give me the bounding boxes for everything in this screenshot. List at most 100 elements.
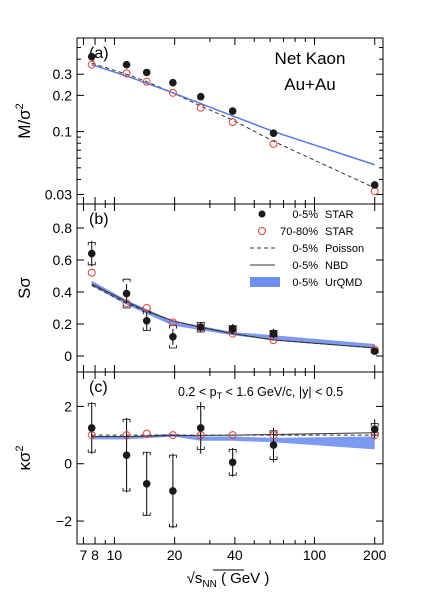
panel-b-line-0-5-poisson	[91, 285, 375, 349]
panel-c-point-central	[169, 487, 177, 495]
panel-b-point-central	[228, 325, 237, 333]
panel-a-point-central	[122, 60, 131, 69]
legend-label: NBD	[325, 260, 348, 272]
legend-centrality: 0-5%	[292, 209, 318, 221]
panel-c-point-central	[122, 451, 131, 459]
panel-b-point-peripheral	[168, 318, 177, 327]
legend-centrality: 70-80%	[280, 226, 318, 238]
panel-c-point-peripheral	[122, 431, 131, 440]
x-tick-label: 200	[363, 547, 387, 563]
x-tick-label: 10	[107, 547, 123, 563]
panel-b-point-central	[370, 347, 379, 356]
panel-c-ytick-label: 2	[64, 398, 72, 414]
panel-c-point-central	[370, 425, 379, 434]
annotation-main: 0.2 < p	[178, 385, 217, 399]
panel-a-ylabel-sup: 2	[14, 103, 26, 109]
panel-b-sys-bracket	[87, 242, 96, 266]
panel-a-ytick-label: 0.2	[53, 87, 73, 103]
panel-c-sys-bracket	[142, 451, 151, 516]
panel-a-point-peripheral	[168, 88, 177, 97]
panel-a-ytick-label: 0.03	[45, 186, 72, 202]
panel-b-point-central	[142, 317, 151, 325]
panel-b-point-central	[87, 249, 96, 258]
panel-c-point-central	[142, 480, 151, 488]
x-axis-label-s: s	[195, 570, 203, 587]
legend-marker-urqmd	[250, 277, 280, 287]
panel-a-line-0-5-poisson	[91, 62, 375, 189]
x-tick-label: 20	[167, 547, 183, 563]
panel-c-point-central	[196, 424, 205, 432]
panel-b-ytick-label: 0.4	[53, 284, 73, 300]
panel-b-letter: (b)	[89, 211, 109, 228]
panel-c-ylabel: κσ2	[14, 446, 34, 471]
panel-b-ytick-label: 0.6	[53, 252, 73, 268]
panel-a-ytick-label: 0.3	[53, 66, 73, 82]
panel-a-point-peripheral	[228, 118, 237, 127]
annotation-sub: T	[217, 391, 223, 401]
x-axis-label-unit: ( GeV )	[217, 570, 270, 587]
panel-b-ylabel-main: Sσ	[15, 277, 34, 299]
x-tick-label: 100	[303, 547, 327, 563]
legend-centrality: 0-5%	[292, 277, 318, 289]
panel-a-point-peripheral	[196, 103, 205, 112]
panel-c-point-peripheral	[269, 431, 278, 440]
panel-c-sys-bracket	[228, 449, 237, 476]
panel-a-ylabel-main: M/σ	[15, 109, 34, 139]
panel-a-point-peripheral	[142, 77, 151, 86]
panel-b-ytick-label: 0.2	[53, 316, 73, 332]
panel-b-ytick-label: 0	[64, 348, 72, 364]
legend-marker-central	[258, 210, 266, 218]
panel-c-sys-bracket	[269, 430, 278, 460]
panel-c-point-peripheral	[168, 431, 177, 440]
panel-b-ylabel: Sσ	[15, 277, 34, 299]
panel-c-point-central	[269, 441, 278, 449]
panel-c-urqmd-band	[91, 433, 375, 450]
panel-b-point-central	[269, 329, 278, 338]
panel-b-point-peripheral	[87, 268, 96, 277]
panel-c-point-central	[87, 424, 96, 432]
panel-a-point-central	[370, 181, 379, 189]
legend-label: STAR	[325, 209, 354, 221]
panel-c-line-0-5-nbd	[91, 432, 375, 437]
legend-label: UrQMD	[325, 277, 362, 289]
panel-a-point-peripheral	[122, 69, 131, 78]
panel-c-ytick-label: −2	[56, 513, 72, 529]
panel-a-point-peripheral	[87, 60, 96, 69]
panel-b-point-central	[169, 333, 177, 341]
panel-c-sys-bracket	[168, 454, 177, 528]
panel-a-point-central	[269, 129, 278, 137]
x-tick-label: 7	[80, 547, 88, 563]
x-axis-label-sub: NN	[202, 579, 216, 590]
panel-c-sys-bracket	[196, 406, 205, 450]
panel-b: 0 0.2 0.4 0.6 0.8 Sσ (b) 0-5% STAR 70-80% STAR 0-5%…	[15, 203, 384, 373]
panel-c-annotation: 0.2 < pT < 1.6 GeV/c, |y| < 0.5	[178, 385, 343, 401]
panel-c-point-peripheral	[228, 431, 237, 440]
panel-a-subtitle: Au+Au	[284, 75, 336, 94]
legend-label: Poisson	[325, 243, 364, 255]
legend-centrality: 0-5%	[292, 260, 318, 272]
panel-c-sys-bracket	[122, 418, 131, 492]
x-axis: 7 8 10 20 40 100 200	[80, 547, 387, 571]
panel-b-point-peripheral	[142, 304, 151, 312]
panel-c-ytick-label: 0	[64, 456, 72, 472]
x-axis-label: √sNN ( GeV )	[187, 570, 270, 590]
panel-a-point-central	[142, 68, 151, 77]
panel-b-point-peripheral	[122, 299, 131, 308]
panel-a-ylabel: M/σ2	[14, 103, 34, 139]
panel-b-sys-bracket	[196, 322, 205, 333]
panel-c-sys-bracket	[87, 403, 96, 453]
panel-b-point-central	[122, 289, 131, 298]
panel-c-ylabel-sup: 2	[14, 446, 26, 452]
panel-c-ylabel-main: κσ	[15, 451, 34, 470]
panel-b-point-central	[196, 323, 205, 332]
panel-b-ytick-label: 0.8	[53, 220, 73, 236]
panel-c-frame	[76, 371, 384, 545]
panel-a-point-central	[169, 78, 177, 87]
legend-marker-peripheral	[258, 227, 266, 235]
panel-a-point-central	[228, 107, 237, 115]
panel-a-point-peripheral	[269, 139, 278, 148]
annotation-rest: < 1.6 GeV/c, |y| < 0.5	[222, 385, 343, 399]
